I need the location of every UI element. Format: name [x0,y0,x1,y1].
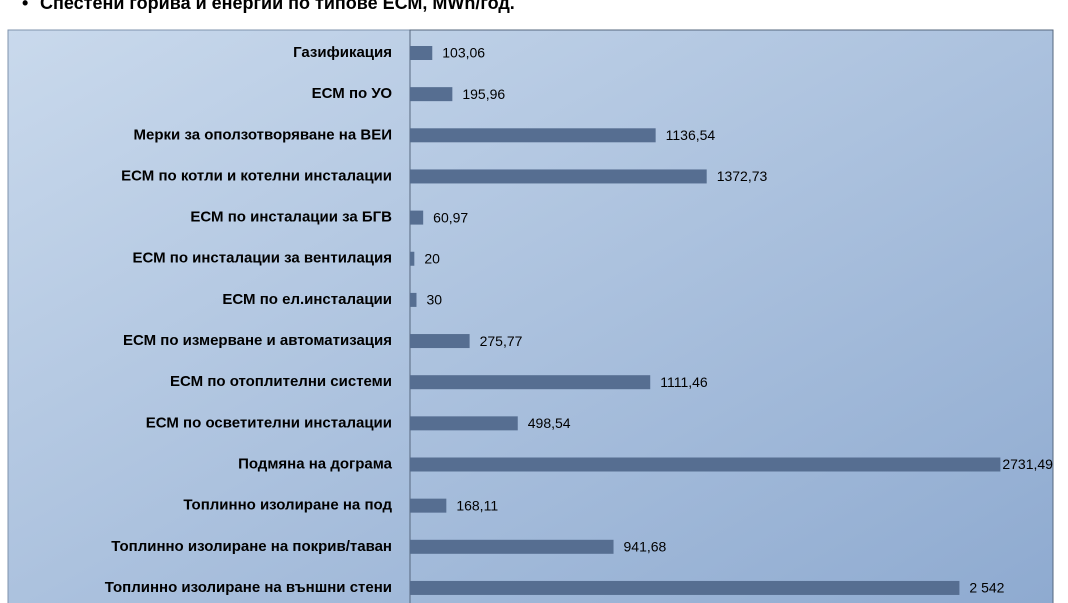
value-label: 20 [424,250,440,266]
chart-background [7,29,1054,603]
bar [410,210,424,225]
bar [410,128,656,143]
value-label: 60,97 [433,209,468,225]
value-label: 195,96 [462,86,505,102]
y-tick-label: Подмяна на дограма [238,455,393,472]
bar [410,498,447,513]
y-tick-label: ЕСМ по осветителни инсталации [146,414,392,431]
bar [410,169,707,184]
y-tick-label: ЕСМ по отоплителни системи [170,373,392,390]
bar [410,580,960,595]
bar [410,46,433,60]
value-label: 1111,46 [660,374,708,390]
chart-title: Спестени горива и енергии по типове ЕСМ,… [40,0,515,13]
value-label: 30 [426,292,442,308]
bar [410,251,415,266]
y-tick-label: Топлинно изолиране на под [183,497,392,514]
bar [410,334,470,349]
value-label: 1136,54 [666,127,716,143]
y-tick-label: ЕСМ по ел.инсталации [222,291,392,308]
y-tick-label: ЕСМ по измерване и автоматизация [123,332,392,349]
y-tick-label: ЕСМ по котли и котелни инсталации [121,167,392,184]
bar [410,539,614,554]
value-label: 941,68 [624,539,667,555]
bar [410,292,417,307]
plot-area [409,29,1054,603]
value-label: 1372,73 [717,168,768,184]
value-label: 498,54 [528,415,571,431]
value-label: 275,77 [480,333,523,349]
y-tick-label: Топлинно изолиране на покрив/таван [111,538,392,555]
y-tick-label: ЕСМ по инсталации за вентилация [132,250,392,267]
bar [410,457,1001,472]
bar [410,416,518,431]
bar [410,375,651,390]
y-tick-label: Газификация [293,44,392,61]
bar [410,87,453,102]
value-label: 168,11 [456,497,498,513]
value-label: 2 542 [969,580,1004,596]
y-tick-label: ЕСМ по УО [312,85,393,102]
bullet: • [22,0,28,13]
value-label: 2731,49 [1002,456,1053,472]
value-label: 103,06 [442,45,485,61]
y-tick-label: Топлинно изолиране на външни стени [105,579,392,596]
y-tick-label: Мерки за оползотворяване на ВЕИ [134,126,392,143]
y-tick-label: ЕСМ по инсталации за БГВ [190,209,392,226]
